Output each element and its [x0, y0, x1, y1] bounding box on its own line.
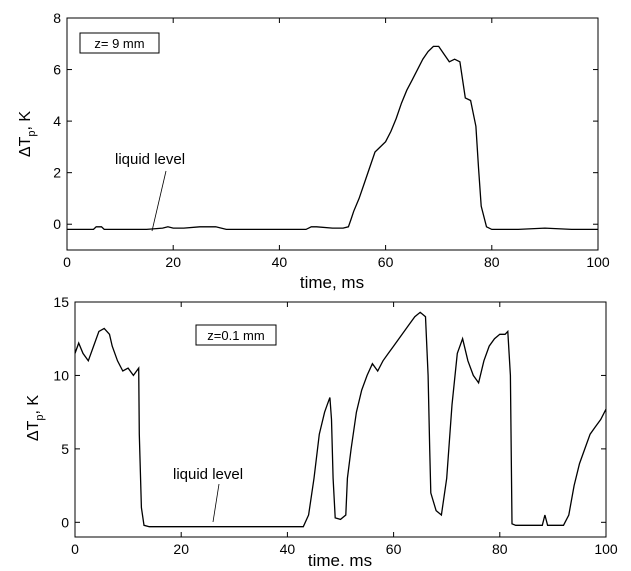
annotation-top: liquid level [115, 151, 185, 168]
series-line-bottom [74, 311, 607, 528]
x-tick-label: 40 [272, 254, 288, 270]
tick-labels-bottom: 0 20 40 60 80 100 0 5 10 15 [53, 294, 617, 557]
y-tick-label: 8 [53, 10, 61, 26]
box-label-top: z= 9 mm [94, 36, 144, 51]
y-axis-label-bottom: ΔTp, K [25, 395, 46, 441]
y-axis-label-unit-top: , K [17, 111, 34, 131]
x-tick-label: 0 [63, 254, 71, 270]
x-tick-label: 60 [386, 541, 402, 557]
chart-top: 0 20 40 60 80 100 0 2 4 6 8 z= 9 mm liquid level Δ… [17, 10, 610, 292]
y-axis-label-sub-top: p [26, 130, 38, 136]
plot-frame-bottom [74, 301, 607, 538]
y-tick-label: 15 [53, 294, 69, 310]
y-tick-label: 2 [53, 165, 61, 181]
annotation-pointer-bottom [212, 483, 220, 523]
x-tick-label: 20 [165, 254, 181, 270]
y-tick-label: 6 [53, 62, 61, 78]
x-tick-label: 40 [280, 541, 296, 557]
y-tick-label: 4 [53, 113, 61, 129]
x-tick-label: 80 [484, 254, 500, 270]
legend-box-bottom [195, 324, 277, 346]
plot-frame-top [66, 17, 599, 251]
annotation-pointer-top [151, 170, 167, 232]
y-axis-label-delta-top: ΔT [17, 136, 34, 157]
x-axis-label-top: time, ms [300, 273, 364, 292]
y-axis-label-top: ΔTp, K [17, 111, 38, 157]
series-line-top [67, 45, 598, 231]
tick-marks-bottom [74, 301, 607, 537]
x-tick-label: 20 [173, 541, 189, 557]
chart-bottom: 0 20 40 60 80 100 0 5 10 15 z=0.1 mm liquid level… [25, 294, 618, 570]
y-axis-label-unit-bottom: , K [25, 395, 42, 415]
y-axis-label-sub-bottom: p [34, 414, 46, 420]
tick-labels-top: 0 20 40 60 80 100 0 2 4 6 8 [53, 10, 610, 270]
x-tick-label: 100 [594, 541, 618, 557]
y-tick-label: 10 [53, 367, 69, 383]
x-axis-label-bottom: time. ms [308, 551, 372, 570]
y-tick-label: 0 [61, 514, 69, 530]
x-tick-label: 60 [378, 254, 394, 270]
y-axis-label-delta-bottom: ΔT [25, 420, 42, 441]
x-tick-label: 80 [492, 541, 508, 557]
x-tick-label: 0 [71, 541, 79, 557]
x-tick-label: 100 [586, 254, 610, 270]
tick-marks-top [66, 17, 599, 250]
y-tick-label: 5 [61, 441, 69, 457]
box-label-bottom: z=0.1 mm [207, 328, 264, 343]
y-tick-label: 0 [53, 216, 61, 232]
legend-box-top [79, 32, 160, 54]
annotation-bottom: liquid level [173, 466, 243, 483]
